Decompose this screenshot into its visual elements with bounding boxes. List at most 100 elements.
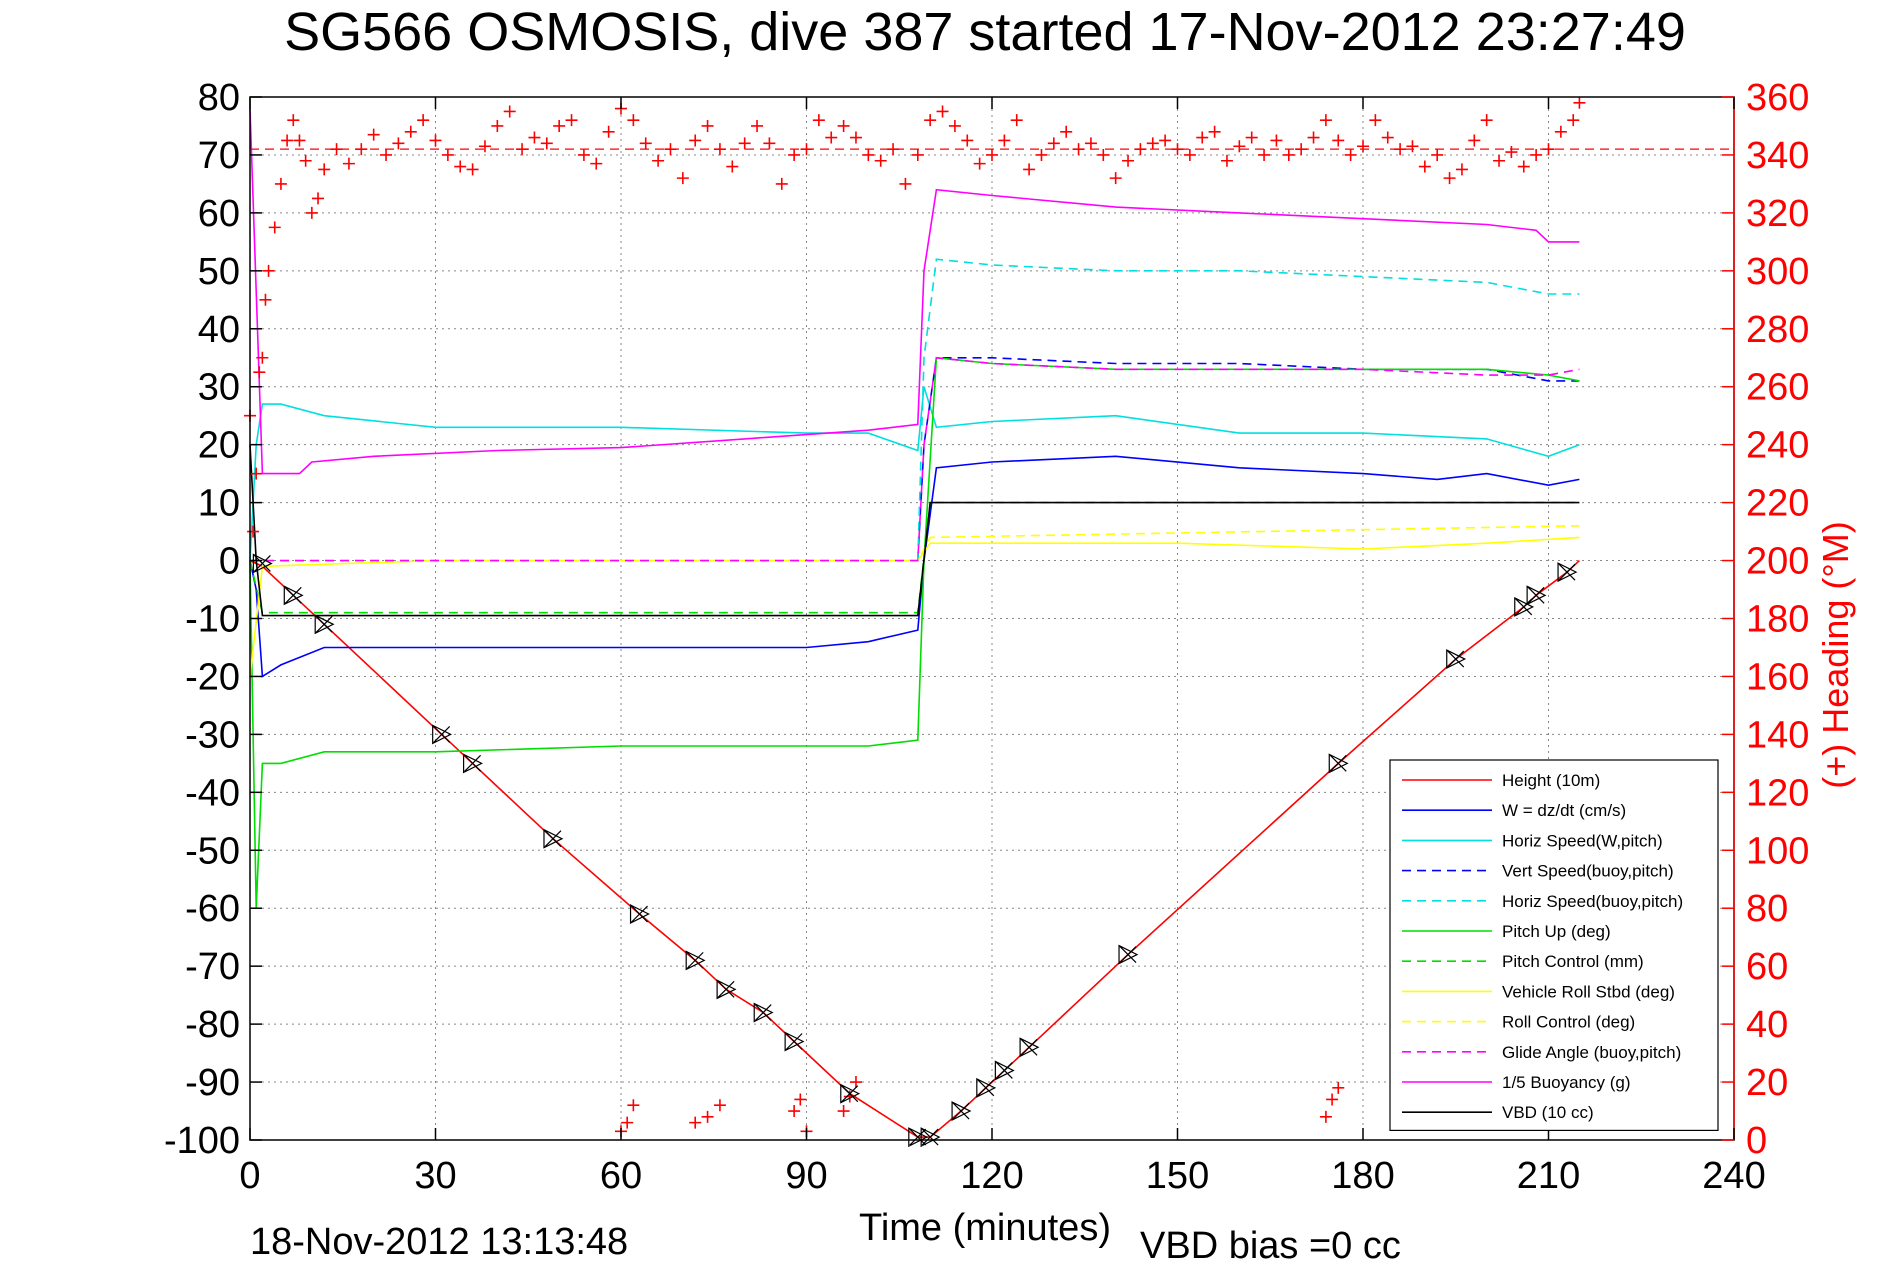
- heading-point: [1443, 172, 1456, 185]
- heading-point: [1381, 131, 1394, 144]
- depth-marker: [951, 1101, 972, 1122]
- legend-box: [1389, 759, 1719, 1131]
- heading-point: [825, 131, 838, 144]
- heading-point: [1023, 163, 1036, 176]
- depth-marker: [920, 1127, 941, 1148]
- heading-point: [701, 1110, 714, 1123]
- y-tick-label-right: 140: [1746, 714, 1809, 756]
- legend-label-3: Vert Speed(buoy,pitch): [1502, 862, 1674, 881]
- heading-point: [1084, 137, 1097, 150]
- heading-point: [1159, 134, 1172, 147]
- depth-marker: [1118, 944, 1139, 965]
- heading-point: [1418, 160, 1431, 173]
- heading-point: [1517, 160, 1530, 173]
- heading-point: [287, 114, 300, 127]
- y-tick-label: -100: [164, 1120, 240, 1162]
- heading-point: [1505, 146, 1518, 159]
- heading-point: [794, 1093, 807, 1106]
- depth-marker: [463, 753, 483, 774]
- y-tick-label: -80: [185, 1004, 240, 1046]
- series-line-9: [250, 356, 1580, 562]
- y-tick-label-right: 260: [1746, 367, 1809, 409]
- heading-point: [837, 119, 850, 132]
- y-axis-label-right: (+) Heading (°M): [1815, 521, 1856, 788]
- y-tick-label: -10: [185, 599, 240, 641]
- legend-label-1: W = dz/dt (cm/s): [1502, 801, 1626, 820]
- depth-marker: [1328, 753, 1349, 774]
- heading-point: [1072, 143, 1085, 156]
- legend: Height (10m) W = dz/dt (cm/s) Horiz Speed(…: [1389, 759, 1719, 1131]
- y-tick-label: 10: [198, 483, 240, 525]
- x-axis-label: Time (minutes): [859, 1207, 1111, 1249]
- y-tick-label: -40: [185, 772, 240, 814]
- heading-point: [1567, 114, 1580, 127]
- heading-point: [1431, 148, 1444, 161]
- heading-point: [466, 163, 479, 176]
- depth-marker: [252, 553, 273, 574]
- axes: 0 30 60 90 120 150 180 210 240-100-90-80-70-60-5…: [164, 77, 1809, 1197]
- y-tick-label: -20: [185, 656, 240, 698]
- heading-point: [247, 525, 260, 538]
- heading-point: [478, 140, 491, 153]
- series-layer: [249, 108, 1580, 1138]
- depth-marker: [1526, 585, 1547, 606]
- depth-marker: [432, 724, 453, 745]
- heading-point: [268, 221, 281, 234]
- heading-point: [1220, 154, 1233, 167]
- heading-point: [1060, 125, 1073, 138]
- series-line-2: [249, 386, 1580, 561]
- y-tick-label-right: 0: [1746, 1120, 1767, 1162]
- heading-point: [1245, 131, 1258, 144]
- heading-point: [1035, 148, 1048, 161]
- heading-point: [1369, 114, 1382, 127]
- y-tick-label: 40: [198, 309, 240, 351]
- heading-point: [330, 143, 343, 156]
- heading-point: [1010, 114, 1023, 127]
- heading-point: [392, 137, 405, 150]
- heading-point: [565, 114, 578, 127]
- x-tick-label: 210: [1517, 1155, 1580, 1197]
- x-tick-label: 30: [414, 1155, 456, 1197]
- y-tick-label-right: 180: [1746, 599, 1809, 641]
- series-line-10: [249, 108, 1580, 475]
- legend-label-0: Height (10m): [1502, 771, 1600, 790]
- heading-point: [775, 177, 788, 190]
- depth-marker: [976, 1077, 997, 1098]
- heading-point: [874, 154, 887, 167]
- heading-point: [689, 1116, 702, 1129]
- heading-point: [1542, 143, 1555, 156]
- heading-point: [676, 172, 689, 185]
- depth-marker: [283, 585, 304, 606]
- heading-point: [1270, 134, 1283, 147]
- heading-point: [528, 131, 541, 144]
- depth-marker: [314, 614, 335, 635]
- heading-point: [1573, 96, 1586, 109]
- heading-point: [961, 134, 974, 147]
- x-tick-label: 240: [1702, 1155, 1765, 1197]
- y-tick-label-right: 300: [1746, 251, 1809, 293]
- heading-point: [259, 293, 272, 306]
- heading-point: [1480, 114, 1493, 127]
- heading-point: [454, 160, 467, 173]
- heading-point: [1047, 137, 1060, 150]
- y-tick-label: -90: [185, 1062, 240, 1104]
- heading-point: [312, 192, 325, 205]
- heading-point: [738, 137, 751, 150]
- y-tick-label: -50: [185, 830, 240, 872]
- y-tick-label: 50: [198, 251, 240, 293]
- heading-point: [751, 119, 764, 132]
- heading-point: [1295, 143, 1308, 156]
- y-tick-label-right: 340: [1746, 135, 1809, 177]
- depth-marker: [1446, 649, 1467, 670]
- heading-point: [602, 125, 615, 138]
- heading-point: [299, 154, 312, 167]
- heading-point: [713, 1099, 726, 1112]
- legend-label-5: Pitch Up (deg): [1502, 922, 1611, 941]
- heading-point: [1258, 148, 1271, 161]
- heading-point: [1097, 148, 1110, 161]
- heading-point: [911, 148, 924, 161]
- heading-point: [590, 157, 603, 170]
- legend-label-6: Pitch Control (mm): [1502, 952, 1644, 971]
- heading-point: [621, 1116, 634, 1129]
- y-tick-label-right: 60: [1746, 946, 1788, 988]
